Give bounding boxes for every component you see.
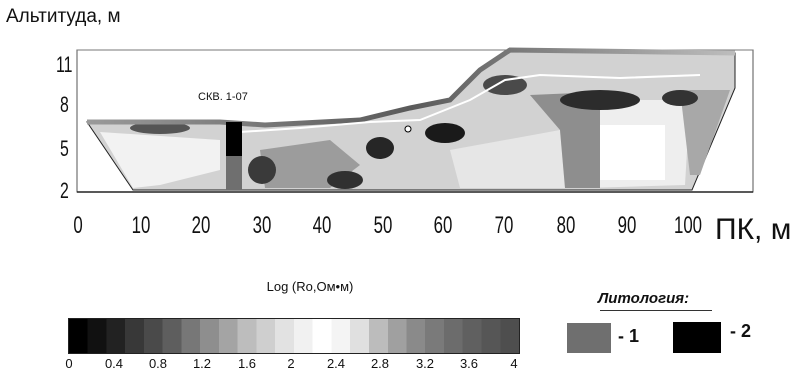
low-resistivity-zone [130, 122, 190, 134]
x-tick-label: 90 [617, 212, 637, 239]
resistivity-zone [530, 92, 600, 188]
x-tick-label: 40 [312, 212, 332, 239]
x-tick-label: 60 [433, 212, 453, 239]
colorbar-tick-label: 1.6 [237, 356, 257, 371]
x-tick-label: 30 [252, 212, 272, 239]
x-tick-label: 0 [73, 212, 83, 239]
borehole-label: СКВ. 1-07 [198, 91, 248, 103]
colorbar-tick-label: 2.8 [370, 356, 390, 371]
lithology-legend-title: Литология: [598, 290, 690, 307]
y-tick-label: 11 [56, 52, 73, 77]
resistivity-zone [100, 132, 220, 188]
colorbar-tick-label: 0.8 [148, 356, 168, 371]
colorbar-tick-label: 0 [65, 356, 73, 371]
x-tick-label: 100 [674, 212, 703, 239]
colorbar-tick-label: 0.4 [104, 356, 124, 371]
legend-swatch-lithology-1 [567, 323, 611, 353]
x-tick-label: 20 [191, 212, 211, 239]
low-resistivity-zone [662, 90, 698, 106]
low-resistivity-zone [425, 123, 465, 143]
colorbar-tick-label: 2 [287, 356, 295, 371]
low-resistivity-zone [560, 90, 640, 110]
x-tick-label: 70 [494, 212, 514, 239]
legend-divider [600, 310, 712, 311]
x-tick-label: 80 [556, 212, 576, 239]
colorbar-title: Log (Ro,Ом•м) [266, 279, 354, 294]
legend-swatch-lithology-2 [673, 322, 721, 353]
resistivity-zone [680, 90, 730, 175]
colorbar-tick-label: 2.4 [326, 356, 346, 371]
legend-label-lithology-2: - 2 [730, 321, 752, 341]
marker-dot [404, 125, 412, 133]
x-tick-label: 50 [373, 212, 393, 239]
colorbar [68, 318, 520, 354]
resistivity-section: СКВ. 1-07 [76, 47, 754, 193]
legend-label-lithology-1: - 1 [618, 326, 640, 346]
borehole-lithology-1 [226, 156, 242, 190]
y-tick-label: 5 [60, 136, 69, 161]
colorbar-tick-label: 3.2 [415, 356, 435, 371]
y-tick-label: 2 [60, 178, 69, 203]
low-resistivity-zone [366, 137, 394, 159]
resistivity-zone [600, 125, 665, 180]
colorbar-tick-label: 3.6 [459, 356, 479, 371]
colorbar-tick-label: 1.2 [192, 356, 212, 371]
x-axis-label: ПК, м [715, 213, 792, 246]
colorbar-tick-label: 4 [510, 356, 518, 371]
low-resistivity-zone [327, 171, 363, 189]
x-tick-label: 10 [131, 212, 151, 239]
low-resistivity-zone [248, 156, 276, 184]
y-tick-label: 8 [60, 92, 69, 117]
topography-line [239, 73, 701, 133]
borehole-lithology-2 [226, 122, 242, 156]
y-axis-label: Альтитуда, м [6, 6, 121, 27]
low-resistivity-zone [483, 75, 527, 95]
resistivity-zone [450, 130, 565, 188]
